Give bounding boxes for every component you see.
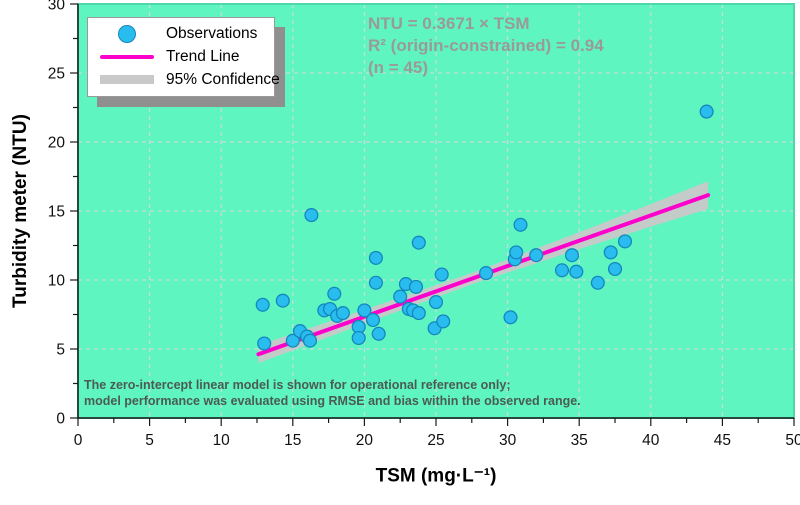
- data-point: [408, 279, 424, 294]
- annotation-r-squared: R² (origin-constrained) = 0.94: [368, 36, 604, 55]
- data-point: [569, 264, 584, 279]
- y-tick-label: 10: [48, 273, 66, 290]
- y-tick-label: 25: [48, 66, 65, 83]
- x-tick-label: 35: [571, 432, 588, 449]
- trend-line-marker-icon: [100, 54, 154, 59]
- data-point: [351, 330, 366, 346]
- x-tick-label: 10: [213, 432, 231, 449]
- x-tick-label: 20: [356, 432, 374, 449]
- y-tick-label: 5: [56, 342, 65, 359]
- data-point: [285, 333, 300, 348]
- y-tick-label: 0: [56, 411, 65, 428]
- y-tick-label: 15: [48, 204, 65, 221]
- y-tick-label: 20: [48, 135, 66, 152]
- observation-points: [255, 104, 714, 351]
- data-point: [411, 235, 426, 250]
- footnote: The zero-intercept linear model is shown…: [84, 377, 581, 409]
- data-point: [479, 266, 494, 281]
- tick-labels: 0 5 10 15 20 25 30 35 40 45 50 0 5 10 15 20 25 30: [48, 0, 800, 449]
- x-tick-label: 40: [642, 432, 660, 449]
- annotation-equation: NTU = 0.3671 × TSM: [368, 14, 530, 33]
- data-point: [357, 303, 372, 318]
- data-point: [368, 275, 383, 290]
- y-tick-label: 30: [48, 0, 66, 14]
- data-point: [513, 217, 528, 232]
- data-point: [554, 263, 570, 278]
- confidence-band-marker-icon: [100, 75, 154, 85]
- legend-label-trend-line: Trend Line: [166, 47, 240, 65]
- data-point: [564, 248, 580, 263]
- x-tick-label: 30: [499, 432, 517, 449]
- legend-item-observations: Observations: [88, 23, 274, 45]
- data-point: [434, 267, 449, 282]
- data-point: [607, 261, 623, 277]
- data-point: [603, 245, 618, 260]
- legend-label-observations: Observations: [166, 25, 258, 43]
- axis-ticks: [70, 3, 795, 426]
- x-tick-label: 5: [145, 432, 154, 449]
- data-point: [411, 306, 426, 321]
- legend-item-trend-line: Trend Line: [88, 46, 274, 68]
- data-point: [365, 312, 381, 328]
- x-tick-label: 50: [785, 432, 800, 449]
- data-point: [428, 295, 444, 310]
- annotation-sample-size: (n = 45): [368, 58, 428, 77]
- x-tick-label: 15: [284, 432, 301, 449]
- data-point: [371, 326, 386, 341]
- data-point: [275, 293, 290, 308]
- data-point: [436, 314, 451, 329]
- data-point: [529, 248, 544, 263]
- x-tick-label: 45: [714, 432, 731, 449]
- x-tick-label: 25: [427, 432, 444, 449]
- footnote-line-2: model performance was evaluated using RM…: [84, 394, 581, 408]
- data-point: [255, 297, 270, 312]
- observations-marker-icon: [118, 25, 136, 44]
- x-axis-title: TSM (mg·L⁻¹): [375, 465, 497, 487]
- data-point: [393, 289, 408, 304]
- footnote-line-1: The zero-intercept linear model is shown…: [84, 378, 511, 392]
- data-point: [590, 275, 605, 290]
- data-point: [503, 310, 518, 325]
- data-point: [699, 104, 714, 119]
- legend-item-confidence: 95% Confidence: [88, 69, 280, 91]
- data-point: [302, 333, 318, 348]
- data-point: [617, 234, 633, 249]
- data-point: [257, 336, 272, 351]
- legend: Observations Trend Line 95% Confidence: [87, 17, 280, 97]
- x-tick-label: 0: [74, 432, 83, 449]
- equation-annotation: NTU = 0.3671 × TSM R² (origin-constraine…: [368, 13, 604, 79]
- legend-label-confidence: 95% Confidence: [166, 70, 280, 88]
- data-point: [335, 306, 350, 321]
- data-point: [304, 208, 319, 223]
- y-axis-title: Turbidity meter (NTU): [10, 114, 31, 308]
- data-point: [368, 250, 383, 265]
- data-point: [327, 286, 342, 301]
- data-point: [509, 245, 524, 260]
